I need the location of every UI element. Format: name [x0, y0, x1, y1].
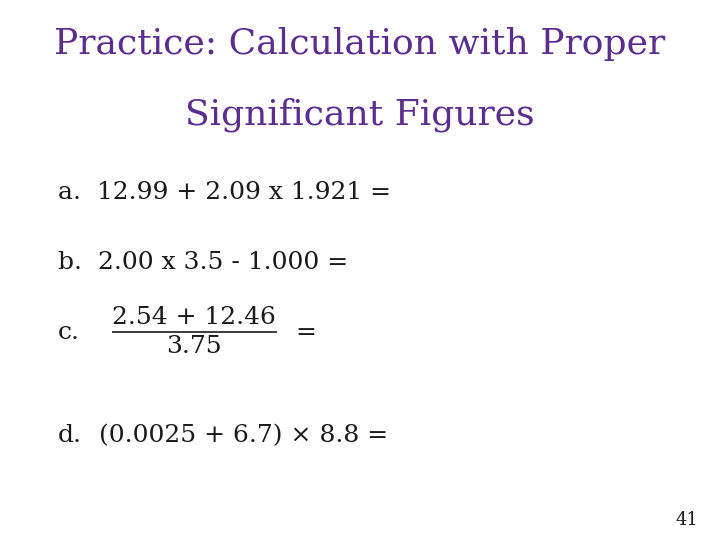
Text: (0.0025 + 6.7) × 8.8 =: (0.0025 + 6.7) × 8.8 = — [83, 424, 388, 447]
Text: 3.75: 3.75 — [166, 335, 222, 358]
Text: d.: d. — [58, 424, 81, 447]
Text: 2.54 + 12.46: 2.54 + 12.46 — [112, 306, 276, 329]
Text: a.  12.99 + 2.09 x 1.921 =: a. 12.99 + 2.09 x 1.921 = — [58, 181, 391, 204]
Text: b.  2.00 x 3.5 - 1.000 =: b. 2.00 x 3.5 - 1.000 = — [58, 251, 348, 274]
Text: Significant Figures: Significant Figures — [185, 97, 535, 132]
Text: =: = — [295, 321, 316, 343]
Text: 41: 41 — [675, 511, 698, 529]
Text: Practice: Calculation with Proper: Practice: Calculation with Proper — [55, 27, 665, 61]
Text: c.: c. — [58, 321, 80, 343]
